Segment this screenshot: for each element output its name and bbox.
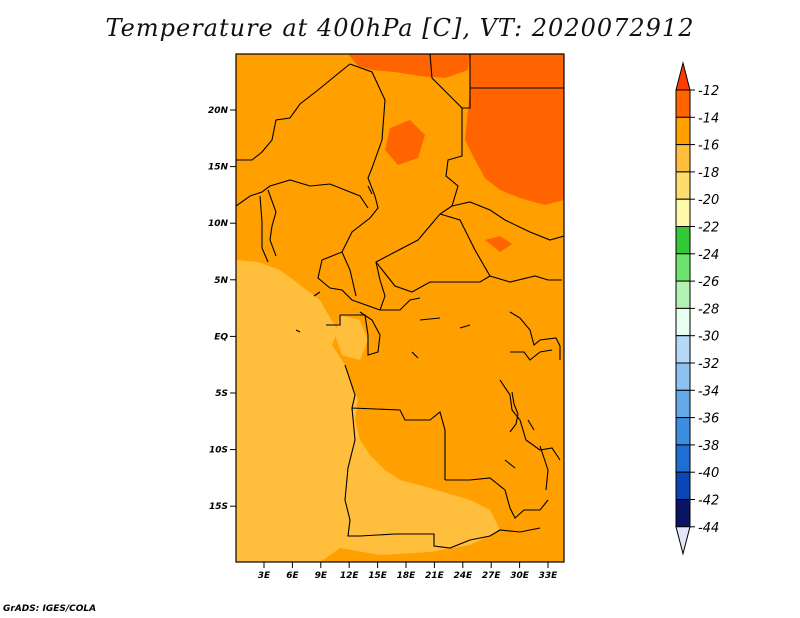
colorbar-swatch xyxy=(675,389,691,419)
latitude-axis: 20N 15N 10N 5N EQ 5S 10S 15S xyxy=(208,106,236,512)
colorbar-swatch xyxy=(675,198,691,227)
colorbar-label: -38 xyxy=(698,439,719,454)
colorbar-label: -24 xyxy=(698,248,719,263)
lon-label: 27E xyxy=(482,571,502,581)
temperature-band-mid xyxy=(236,260,500,562)
lon-label: 15E xyxy=(368,571,388,581)
lon-label: 21E xyxy=(425,571,445,581)
map-plot-area xyxy=(236,54,564,562)
colorbar-swatch xyxy=(675,444,691,473)
lon-label: 3E xyxy=(258,571,271,581)
colorbar-swatch xyxy=(675,280,691,309)
lat-label: 5S xyxy=(215,389,228,399)
lon-label: 9E xyxy=(315,571,328,581)
colorbar-label: -34 xyxy=(698,384,719,399)
map-frame xyxy=(235,53,565,563)
lat-label: 5N xyxy=(214,276,228,286)
lon-label: 6E xyxy=(286,571,299,581)
colorbar-label: -30 xyxy=(698,330,719,345)
colorbar-bottom-arrow xyxy=(675,526,691,556)
longitude-axis: 3E 6E 9E 12E 15E 18E 21E 24E 27E 30E 33E xyxy=(258,562,558,581)
colorbar-label: -32 xyxy=(698,357,719,372)
lat-label: 20N xyxy=(208,106,229,116)
temperature-band-cool xyxy=(236,315,445,540)
colorbar-swatch xyxy=(675,253,691,282)
grads-credit: GrADS: IGES/COLA xyxy=(3,604,97,614)
lon-label: 18E xyxy=(397,571,417,581)
colorbar-label: -22 xyxy=(698,221,719,236)
lon-label: 12E xyxy=(340,571,360,581)
colorbar-label: -26 xyxy=(698,275,719,290)
colorbar-swatch xyxy=(675,499,691,528)
colorbar-swatch xyxy=(675,144,691,173)
colorbar-label: -14 xyxy=(698,111,719,126)
lat-label: 10S xyxy=(209,446,228,456)
colorbar-label: -44 xyxy=(698,521,719,536)
colorbar-swatch xyxy=(675,171,691,200)
lon-label: 30E xyxy=(510,571,530,581)
colorbar-swatch xyxy=(675,89,691,118)
colorbar-label: -16 xyxy=(698,139,719,154)
colorbar-swatch xyxy=(675,471,691,501)
colorbar-swatch xyxy=(675,362,691,391)
colorbar-swatch xyxy=(675,226,691,255)
lon-label: 24E xyxy=(453,571,473,581)
map-title: Temperature at 400hPa [C], VT: 202007291… xyxy=(105,14,695,42)
temperature-band-warmest xyxy=(348,54,564,252)
colorbar-label: -20 xyxy=(698,193,719,208)
colorbar-swatch xyxy=(675,335,691,364)
colorbar-top-arrow xyxy=(675,61,691,91)
colorbar-label: -18 xyxy=(698,166,719,181)
colorbar-label: -12 xyxy=(698,84,719,99)
colorbar-swatch xyxy=(675,307,691,337)
lat-label: 15N xyxy=(208,163,229,173)
country-borders xyxy=(236,54,564,549)
lon-label: 33E xyxy=(539,571,559,581)
lat-label: EQ xyxy=(214,332,228,342)
colorbar-swatch xyxy=(675,116,691,146)
colorbar-swatch xyxy=(675,417,691,446)
colorbar: -12 -14 -16 -18 -20 -22 -24 -26 -28 -30 -32 -34 -36 -… xyxy=(675,61,719,556)
lat-label: 10N xyxy=(208,219,229,229)
colorbar-label: -36 xyxy=(698,412,719,427)
colorbar-label: -42 xyxy=(698,494,719,509)
lat-label: 15S xyxy=(209,502,228,512)
colorbar-label: -40 xyxy=(698,466,719,481)
colorbar-label: -28 xyxy=(698,302,719,317)
